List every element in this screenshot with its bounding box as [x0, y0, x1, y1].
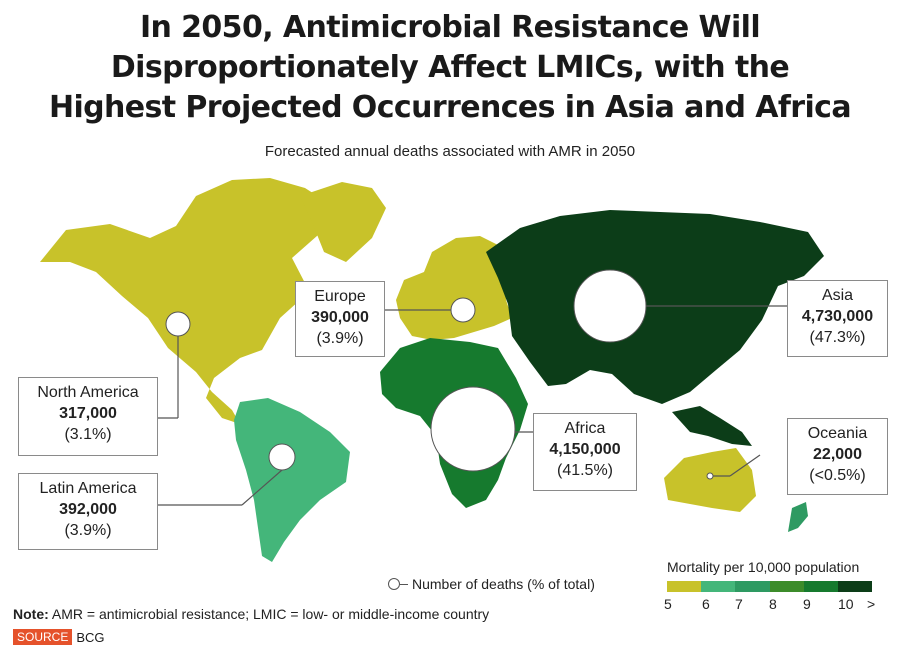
source: SOURCE BCG	[13, 629, 105, 645]
region-name: Oceania	[807, 425, 868, 442]
region-latin-america	[234, 398, 350, 562]
region-share: (41.5%)	[556, 462, 614, 479]
region-name: Europe	[314, 288, 366, 305]
circle-asia	[573, 269, 647, 343]
death-circles	[165, 269, 714, 480]
circle-key: Number of deaths (% of total)	[388, 576, 595, 592]
legend-tick: 7	[735, 596, 743, 612]
label-north-america: North America 317,000 (3.1%)	[18, 377, 158, 456]
region-greenland	[300, 182, 386, 262]
legend-swatch-7	[735, 581, 770, 592]
legend-swatch-5	[667, 581, 702, 592]
label-oceania: Oceania 22,000 (<0.5%)	[787, 418, 888, 495]
circle-latin-america	[268, 443, 296, 471]
region-deaths: 22,000	[813, 446, 862, 463]
circle-africa	[430, 386, 516, 472]
region-deaths: 4,730,000	[801, 308, 874, 325]
circle-europe	[450, 297, 476, 323]
legend-tick: 8	[769, 596, 777, 612]
label-europe: Europe 390,000 (3.9%)	[295, 281, 385, 357]
legend-color-scale	[667, 581, 873, 592]
leader-latin-america	[241, 469, 283, 506]
circle-oceania	[706, 472, 714, 480]
legend-title: Mortality per 10,000 population	[667, 559, 860, 575]
region-name: Asia	[821, 287, 854, 304]
legend-swatch-9	[803, 581, 838, 592]
region-name: Africa	[564, 420, 606, 437]
source-tag: SOURCE	[13, 629, 73, 645]
region-share: (3.1%)	[64, 426, 112, 443]
legend-tick: 9	[803, 596, 811, 612]
title-line-3: Highest Projected Occurrences in Asia an…	[48, 90, 852, 125]
region-asia	[486, 210, 824, 404]
note-text: AMR = antimicrobial resistance; LMIC = l…	[48, 606, 490, 622]
region-oceania	[664, 448, 756, 512]
key-line-icon	[400, 583, 408, 585]
label-asia: Asia 4,730,000 (47.3%)	[787, 280, 888, 357]
note-label: Note:	[13, 606, 49, 622]
legend-swatch-10	[837, 581, 873, 592]
region-deaths: 390,000	[311, 309, 369, 326]
legend-tick: 6	[702, 596, 710, 612]
label-latin-america: Latin America 392,000 (3.9%)	[18, 473, 158, 550]
legend-swatch-6	[701, 581, 736, 592]
legend-tick: 5	[664, 596, 672, 612]
leader-lines	[158, 305, 790, 506]
circle-north-america	[165, 311, 191, 337]
region-share: (3.9%)	[64, 522, 112, 539]
footnote: Note: AMR = antimicrobial resistance; LM…	[13, 606, 489, 622]
source-text: BCG	[76, 629, 105, 645]
region-name: North America	[37, 384, 139, 401]
region-deaths: 4,150,000	[549, 441, 621, 458]
region-north-america	[40, 178, 330, 424]
region-europe	[396, 236, 512, 340]
key-label: Number of deaths (% of total)	[412, 576, 595, 592]
legend-swatch-8	[769, 581, 804, 592]
region-name: Latin America	[39, 480, 137, 497]
page-title: In 2050, Antimicrobial Resistance Will D…	[0, 8, 900, 128]
region-se-asia-islands	[672, 406, 752, 446]
region-share: (47.3%)	[809, 329, 866, 346]
region-share: (3.9%)	[316, 330, 364, 347]
title-line-1: In 2050, Antimicrobial Resistance Will	[139, 10, 761, 45]
key-circle-icon	[388, 578, 400, 590]
label-africa: Africa 4,150,000 (41.5%)	[533, 413, 637, 491]
region-share: (<0.5%)	[809, 467, 866, 484]
subtitle: Forecasted annual deaths associated with…	[264, 143, 636, 160]
region-deaths: 317,000	[59, 405, 117, 422]
region-new-zealand	[788, 502, 808, 532]
legend-tick: 10	[838, 596, 854, 612]
region-deaths: 392,000	[59, 501, 117, 518]
legend-tick: >	[867, 596, 876, 612]
legend-ticks: 5 6 7 8 9 10 >	[662, 596, 887, 614]
title-line-2: Disproportionately Affect LMICs, with th…	[110, 50, 790, 85]
leader-oceania-2	[729, 454, 761, 477]
